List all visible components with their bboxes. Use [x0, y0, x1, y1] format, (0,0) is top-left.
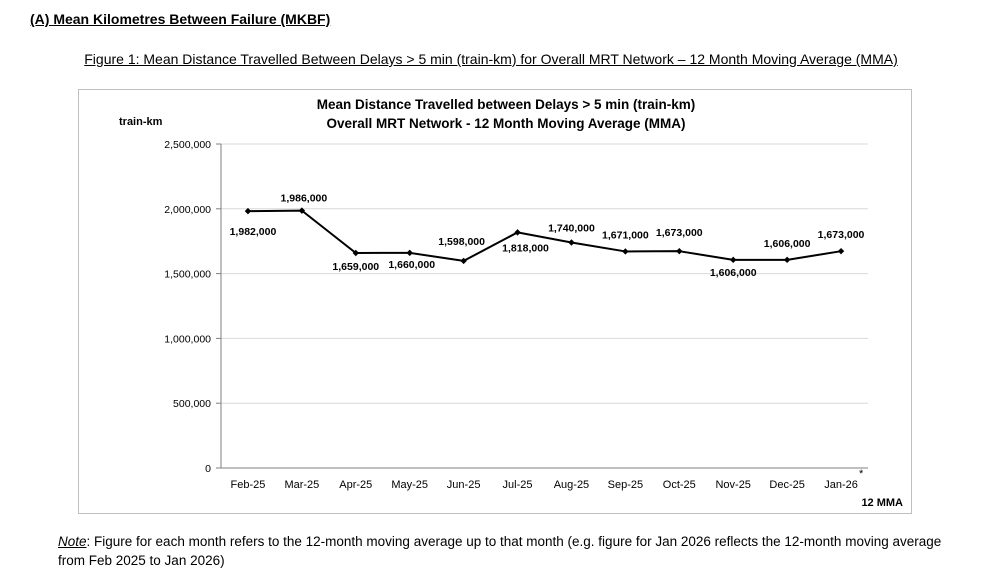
data-label: 1,986,000	[281, 193, 328, 205]
data-label: 1,606,000	[764, 238, 811, 250]
data-point	[730, 256, 737, 264]
x-tick-label: Dec-25	[769, 479, 804, 491]
x-axis-label: 12 MMA	[861, 497, 903, 509]
y-tick-label: 1,500,000	[164, 269, 211, 281]
data-label: 1,673,000	[656, 227, 703, 239]
series-line	[247, 209, 842, 262]
data-label: 1,671,000	[602, 229, 649, 241]
data-point	[783, 256, 791, 264]
x-tick-label: Apr-25	[339, 479, 372, 491]
y-tick-labels: 0 500,000 1,000,000 1,500,000 2,000,000 2,500…	[164, 139, 211, 475]
line-chart: Mean Distance Travelled between Delays >…	[119, 97, 903, 509]
data-point	[622, 248, 629, 255]
data-point	[352, 249, 359, 257]
data-point	[244, 207, 252, 215]
x-tick-label: Jul-25	[503, 479, 533, 491]
note-label: Note	[58, 534, 87, 549]
x-tick-label: Mar-25	[284, 479, 319, 491]
y-tick-label: 0	[205, 463, 211, 475]
data-label: 1,818,000	[502, 242, 549, 254]
chart-note: Note: Figure for each month refers to th…	[58, 532, 958, 570]
data-point	[837, 247, 845, 255]
x-tick-label: Sep-25	[608, 479, 643, 491]
data-point	[406, 249, 413, 257]
data-label: 1,660,000	[388, 259, 435, 271]
y-tick-label: 500,000	[173, 398, 211, 410]
gridlines	[221, 143, 868, 404]
data-label: 1,606,000	[710, 267, 757, 279]
axes	[216, 143, 868, 469]
x-tick-label: Aug-25	[554, 479, 589, 491]
figure-caption: Figure 1: Mean Distance Travelled Betwee…	[84, 51, 898, 67]
x-tick-label: Oct-25	[663, 479, 696, 491]
data-point	[298, 207, 306, 214]
y-axis-label: train-km	[119, 116, 163, 128]
y-tick-label: 2,500,000	[164, 139, 211, 151]
y-tick-label: 1,000,000	[164, 333, 211, 345]
data-label: 1,598,000	[438, 236, 485, 248]
note-text: : Figure for each month refers to the 12…	[58, 534, 942, 568]
data-label: 1,659,000	[332, 261, 379, 273]
data-label: 1,982,000	[230, 226, 277, 238]
x-tick-labels: Feb-25 Mar-25 Apr-25 May-25 Jun-25 Jul-25 Aug-…	[231, 468, 865, 491]
x-tick-label: May-25	[391, 479, 428, 491]
chart-title-line1: Mean Distance Travelled between Delays >…	[317, 97, 696, 112]
last-category-marker: *	[859, 468, 864, 480]
x-tick-label: Jun-25	[447, 479, 481, 491]
x-tick-label: Feb-25	[231, 479, 266, 491]
data-point	[568, 239, 575, 246]
data-label: 1,740,000	[548, 222, 595, 234]
data-label: 1,673,000	[818, 229, 865, 241]
x-tick-label: Jan-26	[824, 479, 858, 491]
data-point	[676, 247, 683, 255]
x-tick-label: Nov-25	[715, 479, 750, 491]
chart-title-line2: Overall MRT Network - 12 Month Moving Av…	[326, 116, 685, 131]
series	[244, 207, 845, 265]
data-labels: 1,982,000 1,986,000 1,659,000 1,660,0001,59…	[230, 193, 865, 279]
section-heading: (A) Mean Kilometres Between Failure (MKB…	[30, 11, 331, 27]
y-tick-label: 2,000,000	[164, 204, 211, 216]
chart-frame: Mean Distance Travelled between Delays >…	[78, 89, 912, 514]
